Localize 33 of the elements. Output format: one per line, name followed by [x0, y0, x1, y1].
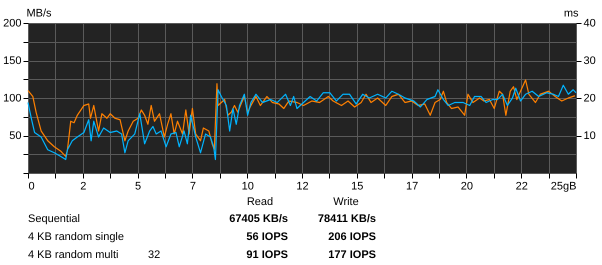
y-tick-label: 200 [3, 18, 22, 30]
x-tick-label: 20 [460, 180, 474, 192]
y-tick-label: 100 [3, 92, 22, 104]
text: 32 [148, 249, 160, 261]
x-tick-label: 12 [296, 180, 309, 192]
y2-axis-title: ms [564, 8, 579, 20]
y-tick-label: 50 [9, 130, 22, 142]
text: Write [333, 196, 359, 208]
x-tick-label: 17 [406, 180, 418, 192]
text: 56 IOPS [246, 231, 288, 243]
x-tick-label: 15 [351, 180, 364, 192]
y2-tick-label: 40 [584, 18, 596, 30]
y-axis-title: MB/s [26, 8, 52, 20]
text: 91 IOPS [246, 249, 288, 261]
x-tick-label: 25gB [550, 180, 576, 192]
x-tick-label: 7 [190, 180, 196, 192]
y-tick-label: 150 [3, 55, 22, 67]
x-tick-label: 5 [135, 180, 142, 192]
x-tick-label: 2 [80, 180, 86, 192]
text: 206 IOPS [328, 231, 376, 243]
text: 67405 KB/s [229, 213, 288, 225]
text: 177 IOPS [328, 249, 376, 261]
y2-tick-label: 20 [584, 92, 596, 104]
text: Sequential [28, 213, 80, 225]
y2-tick-label: 30 [584, 55, 596, 67]
y2-tick-label: 10 [584, 130, 596, 142]
text: 4 KB random multi [28, 249, 118, 261]
text: 78411 KB/s [318, 213, 376, 225]
x-tick-label: 10 [242, 180, 254, 192]
x-tick-label: 22 [516, 180, 528, 192]
x-tick-label: 0 [28, 180, 35, 192]
text: 4 KB random single [28, 231, 124, 243]
text: Read [246, 196, 274, 208]
